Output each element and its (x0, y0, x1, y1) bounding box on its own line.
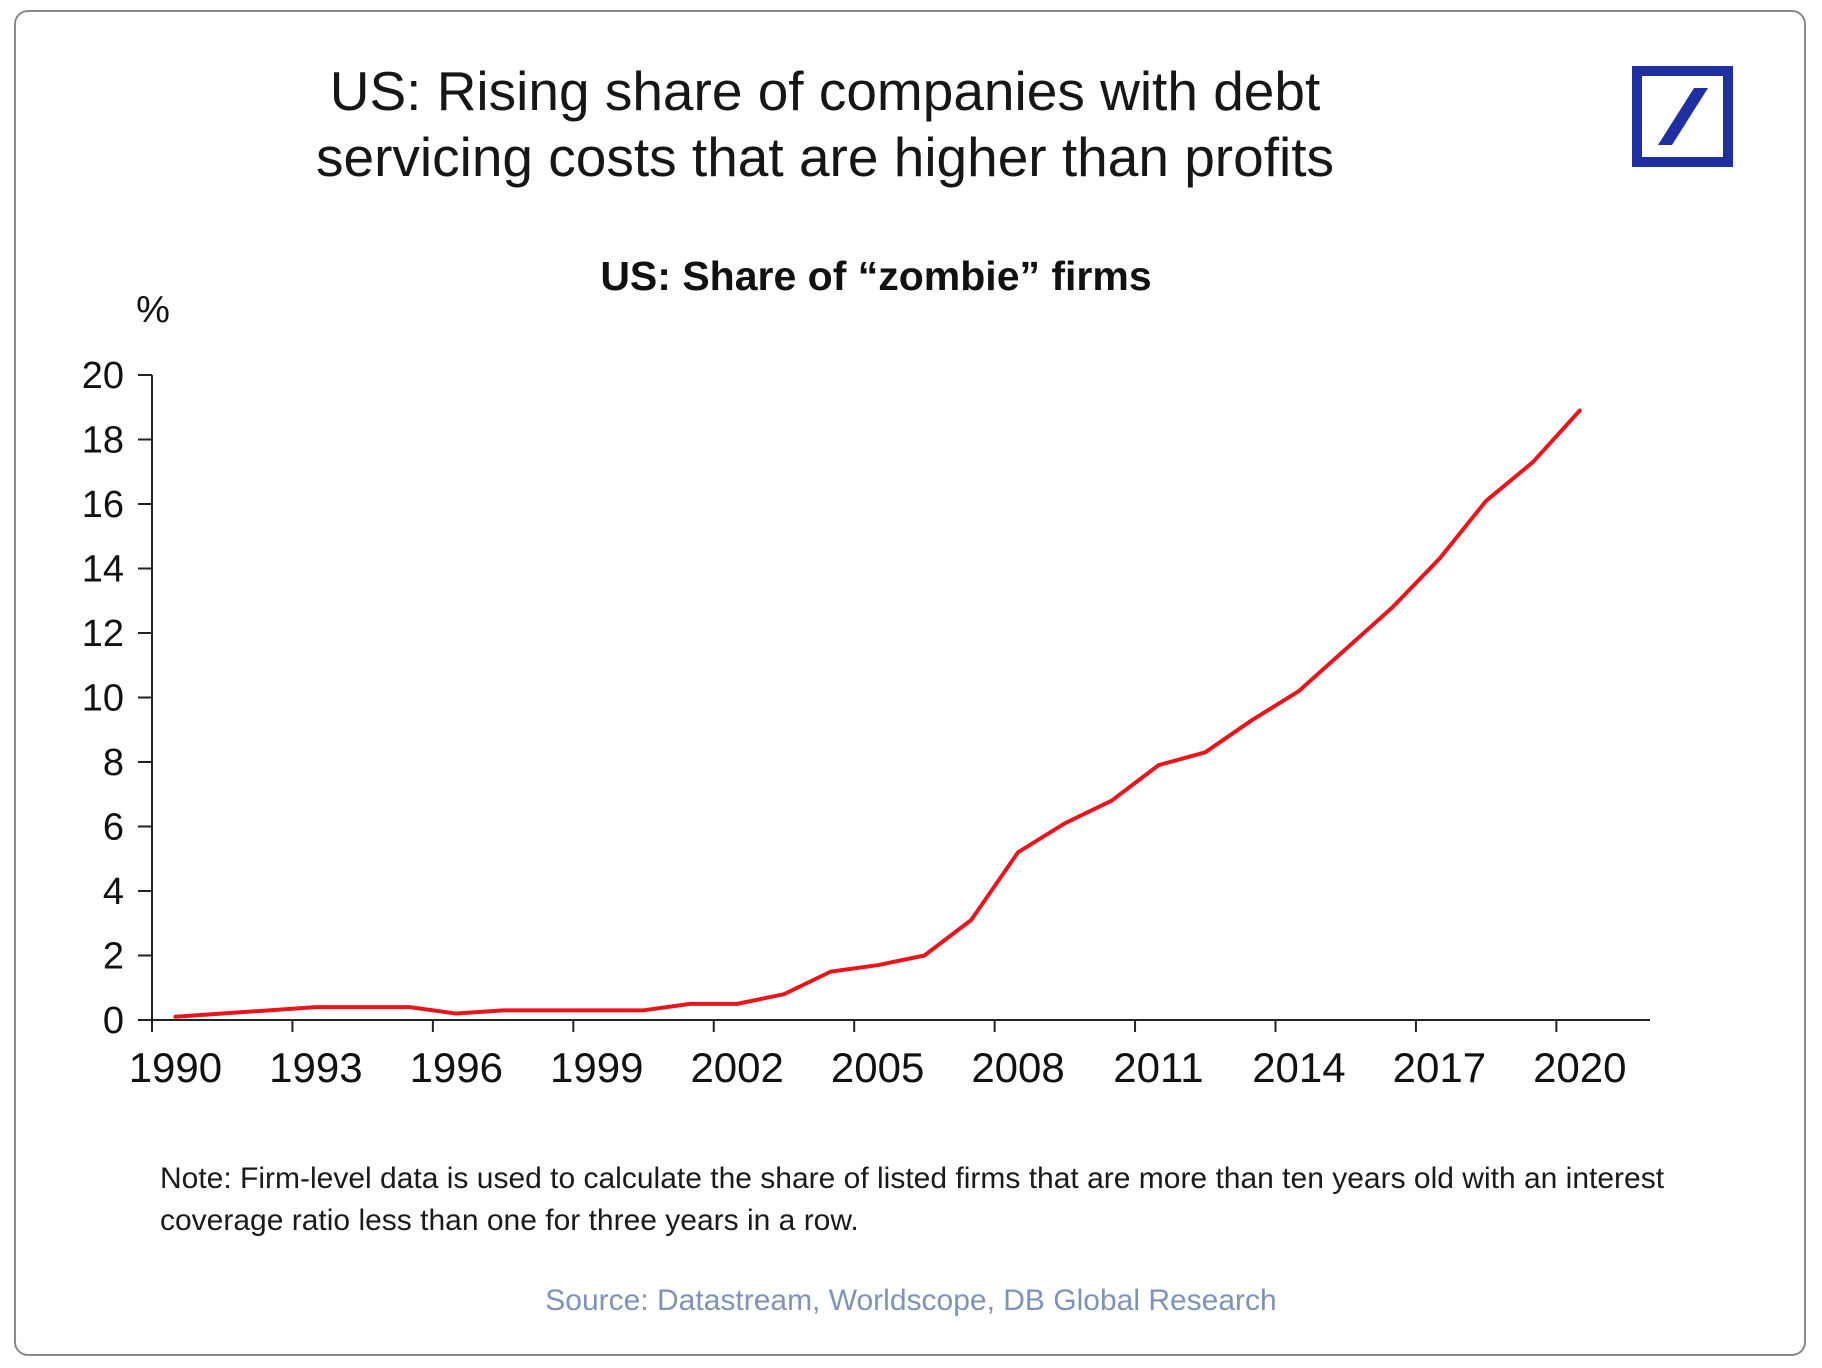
y-tick-label: 0 (103, 1000, 124, 1042)
x-tick-label: 1990 (129, 1044, 222, 1091)
y-tick-label: 8 (103, 742, 124, 784)
x-tick-label: 1996 (410, 1044, 503, 1091)
y-tick-label: 6 (103, 807, 124, 849)
y-tick-label: 4 (103, 871, 124, 913)
x-tick-label: 1999 (550, 1044, 643, 1091)
y-tick-label: 2 (103, 936, 124, 978)
y-axis-unit-label: % (136, 289, 170, 331)
headline-line-1: US: Rising share of companies with debt (329, 60, 1321, 122)
chart-source: Source: Datastream, Worldscope, DB Globa… (545, 1284, 1277, 1317)
x-tick-label: 2020 (1533, 1044, 1626, 1091)
x-tick-label: 2008 (971, 1044, 1064, 1091)
y-tick-label: 18 (82, 420, 124, 462)
x-tick-label: 2011 (1113, 1044, 1203, 1091)
headline-line-2: servicing costs that are higher than pro… (315, 126, 1334, 188)
chart-note: Note: Firm-level data is used to calcula… (160, 1162, 1665, 1237)
y-tick-label: 20 (82, 355, 124, 397)
deutsche-bank-logo-icon (1632, 66, 1733, 167)
headline: US: Rising share of companies with debt … (150, 58, 1500, 190)
chart-title: US: Share of “zombie” firms (600, 253, 1151, 299)
y-tick-label: 12 (82, 613, 124, 655)
chart-card (14, 10, 1806, 1356)
chart-axes: 0 2 4 6 8 10 12 14 16 18 20 1990 1993 1996 1999 2002 200… (82, 355, 1650, 1091)
x-tick-label: 1993 (269, 1044, 362, 1091)
y-tick-label: 14 (82, 549, 124, 591)
chart-series (173, 408, 1582, 1019)
series-line (173, 408, 1582, 1019)
y-tick-label: 10 (82, 678, 124, 720)
x-tick-label: 2005 (831, 1044, 924, 1091)
x-tick-label: 2002 (690, 1044, 783, 1091)
x-tick-label: 2017 (1393, 1044, 1486, 1091)
x-tick-label: 2014 (1252, 1044, 1345, 1091)
y-tick-label: 16 (82, 484, 124, 526)
